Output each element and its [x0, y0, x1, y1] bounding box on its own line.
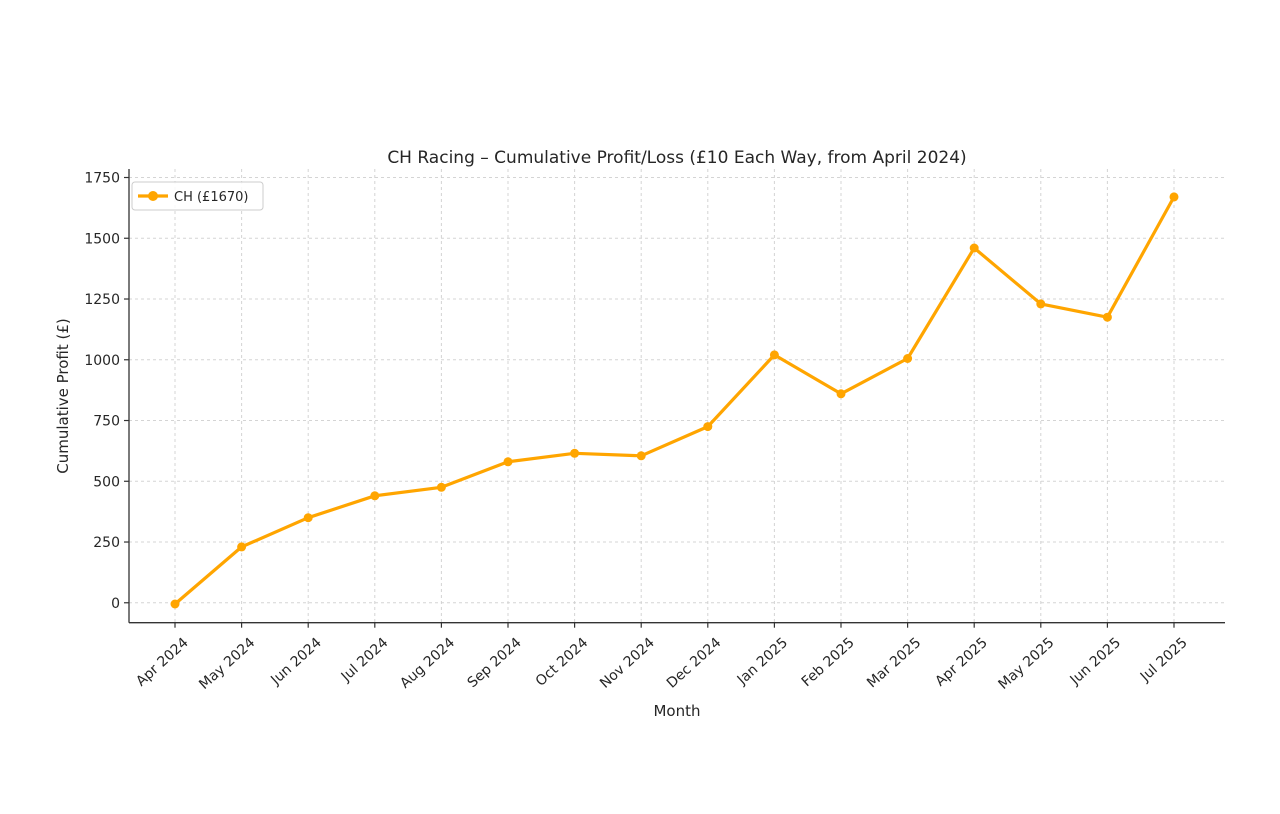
data-point-marker	[570, 448, 580, 458]
x-tick-label: Jan 2025	[734, 635, 791, 689]
data-point-marker	[903, 354, 913, 363]
gridlines	[129, 169, 1225, 623]
y-tick-label: 1250	[84, 292, 120, 308]
chart-title: CH Racing – Cumulative Profit/Loss (£10 …	[387, 148, 966, 168]
x-tick-label: Apr 2024	[133, 635, 192, 690]
data-point-marker	[503, 457, 513, 467]
y-tick-label: 500	[93, 474, 120, 490]
x-tick-label: Jun 2025	[1067, 635, 1125, 689]
x-tick-label: Sep 2024	[465, 635, 525, 691]
x-tick-label: Oct 2024	[533, 635, 592, 690]
x-tick-label: Jul 2025	[1137, 635, 1191, 686]
data-point-marker	[436, 482, 446, 492]
x-tick-label: Jul 2024	[338, 635, 392, 686]
y-tick-label: 750	[93, 414, 120, 430]
data-point-marker	[703, 422, 713, 432]
x-axis-label: Month	[653, 702, 700, 720]
legend-label: CH (£1670)	[174, 190, 248, 205]
x-tick-label: Jun 2024	[267, 635, 325, 689]
x-tick-label: May 2024	[196, 635, 258, 693]
data-point-marker	[170, 599, 180, 609]
y-tick-label: 1750	[84, 171, 120, 187]
y-tick-label: 1500	[84, 231, 120, 247]
y-axis-label: Cumulative Profit (£)	[54, 318, 72, 474]
x-tick-label: Mar 2025	[864, 635, 924, 691]
series-line	[173, 195, 1176, 606]
x-tick-label: Feb 2025	[799, 635, 858, 690]
data-point-marker	[1036, 299, 1046, 309]
x-tick-label: Dec 2024	[664, 635, 725, 692]
x-tick-label: Nov 2024	[597, 635, 658, 692]
data-point-marker	[636, 451, 646, 461]
x-tick-label: Aug 2024	[397, 635, 458, 692]
y-tick-label: 0	[111, 596, 120, 612]
data-point-marker	[836, 389, 846, 399]
x-tick-label: Apr 2025	[932, 635, 990, 690]
data-point-marker	[303, 513, 313, 523]
data-point-marker	[1102, 312, 1112, 322]
y-tick-label: 250	[93, 535, 120, 551]
legend-marker	[148, 191, 158, 201]
legend: CH (£1670)	[131, 181, 264, 211]
legend-box	[131, 181, 264, 211]
data-point-marker	[370, 491, 380, 501]
data-point-marker	[237, 542, 247, 552]
data-point-marker	[769, 350, 779, 360]
data-point-marker	[969, 243, 979, 253]
series-ch	[170, 192, 1179, 609]
data-point-marker	[1169, 192, 1179, 202]
x-tick-label: May 2025	[995, 635, 1057, 693]
y-tick-label: 1000	[84, 353, 120, 369]
